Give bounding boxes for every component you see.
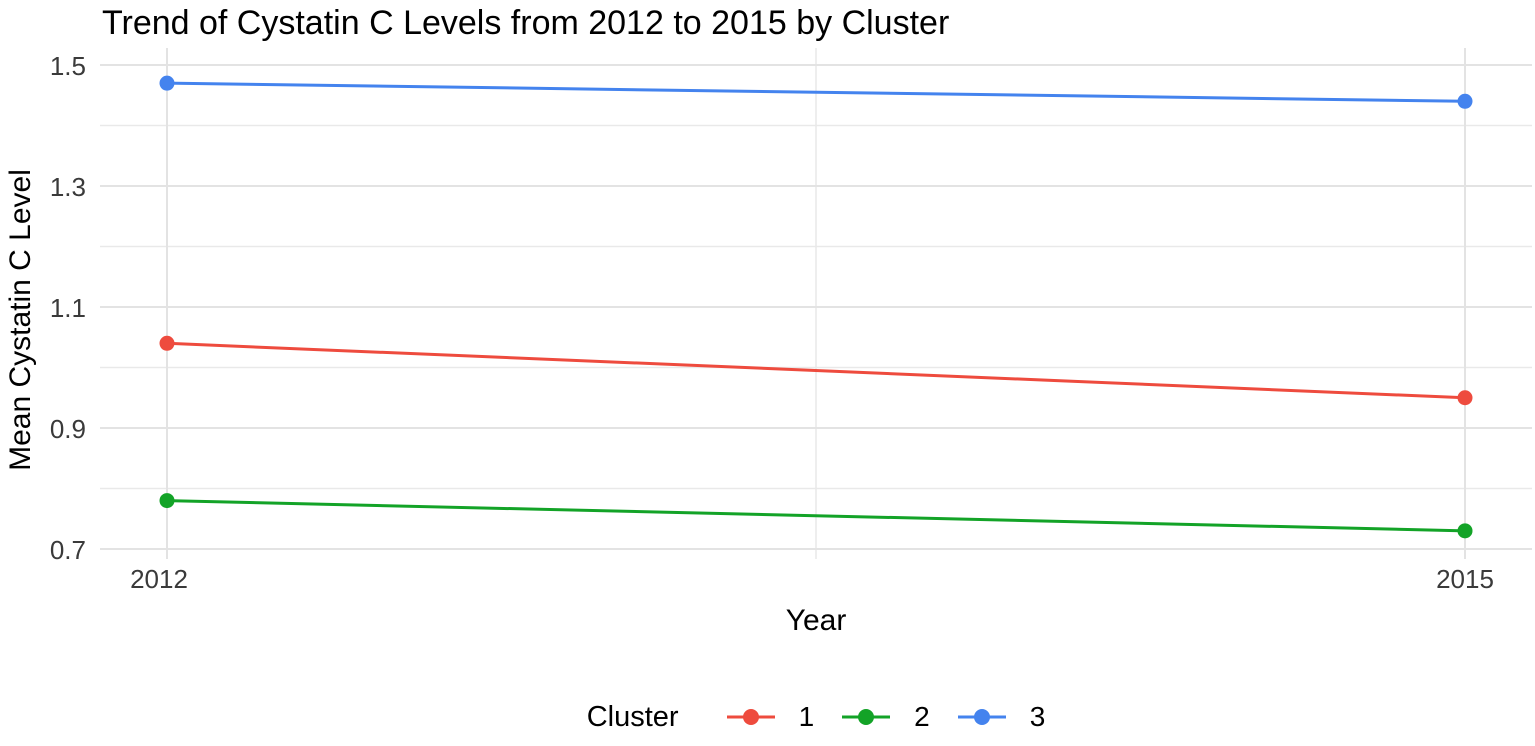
series-line-cluster-3 xyxy=(166,81,1466,103)
legend-item-cluster-2: 2 xyxy=(840,701,930,733)
legend-title: Cluster xyxy=(586,700,679,733)
x-axis-title: Year xyxy=(785,604,847,637)
legend: Cluster 1 2 3 xyxy=(100,694,1532,740)
y-tick-label: 1.1 xyxy=(49,293,86,323)
y-tick-label: 1.5 xyxy=(49,51,86,81)
y-tick-label: 0.9 xyxy=(49,414,86,444)
legend-item-cluster-1: 1 xyxy=(725,701,815,733)
series-line-cluster-1 xyxy=(166,341,1466,400)
data-point-cluster-2 xyxy=(1457,523,1473,539)
data-point-cluster-3 xyxy=(1457,93,1473,109)
data-point-cluster-3 xyxy=(159,75,175,91)
legend-key-line-dot-icon xyxy=(957,709,1006,725)
data-point-cluster-1 xyxy=(159,335,175,351)
legend-label: 1 xyxy=(798,701,815,732)
y-tick-label: 0.7 xyxy=(49,535,86,565)
chart-title: Trend of Cystatin C Levels from 2012 to … xyxy=(102,4,950,42)
x-tick-label: 2015 xyxy=(1436,564,1494,594)
data-point-cluster-1 xyxy=(1457,390,1473,406)
legend-item-cluster-3: 3 xyxy=(956,701,1046,733)
x-tick-label: 2012 xyxy=(130,564,188,594)
y-tick-label: 1.3 xyxy=(49,172,86,202)
legend-label: 2 xyxy=(914,701,930,732)
legend-label: 3 xyxy=(1029,701,1046,732)
legend-key-line-dot-icon xyxy=(726,709,775,725)
data-point-cluster-2 xyxy=(159,493,175,509)
series-line-cluster-2 xyxy=(166,499,1466,533)
legend-key-line-dot-icon xyxy=(842,709,891,725)
